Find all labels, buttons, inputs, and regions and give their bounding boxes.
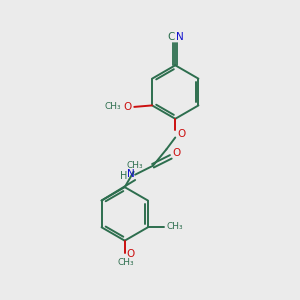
- Text: O: O: [178, 129, 186, 139]
- Text: CH₃: CH₃: [105, 102, 121, 111]
- Text: CH₃: CH₃: [167, 222, 184, 231]
- Text: CH₃: CH₃: [127, 161, 143, 170]
- Text: CH₃: CH₃: [117, 258, 134, 267]
- Text: H: H: [120, 171, 127, 181]
- Text: N: N: [128, 169, 135, 179]
- Text: O: O: [172, 148, 181, 158]
- Text: O: O: [127, 249, 135, 259]
- Text: O: O: [124, 102, 132, 112]
- Text: N: N: [176, 32, 183, 42]
- Text: C: C: [167, 32, 175, 42]
